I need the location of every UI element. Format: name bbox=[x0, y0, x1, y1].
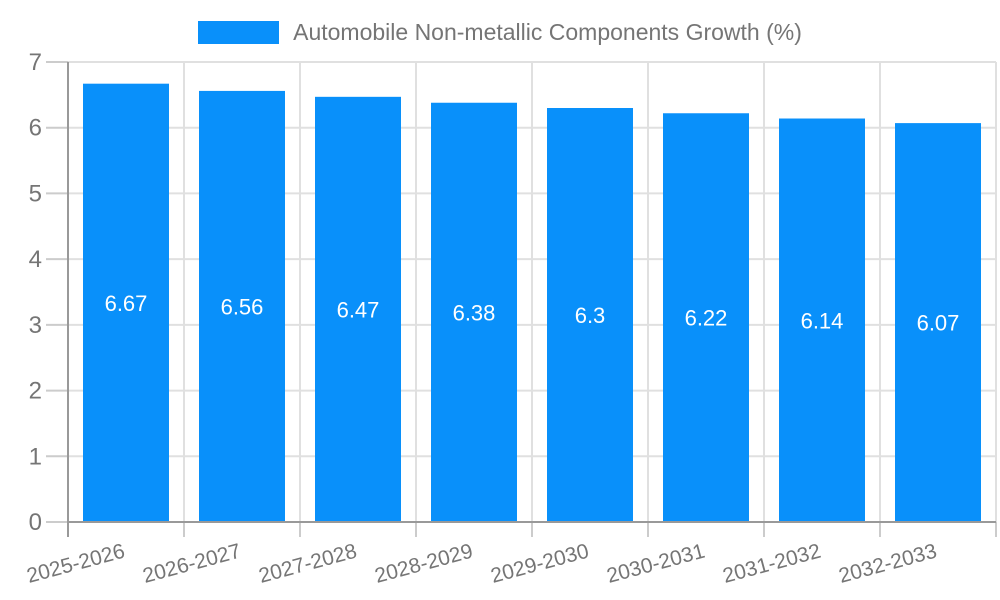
x-tick-label: 2026-2027 bbox=[140, 540, 243, 588]
y-tick-label: 7 bbox=[29, 49, 42, 76]
bar-value-label: 6.07 bbox=[917, 311, 960, 336]
y-tick-label: 1 bbox=[29, 443, 42, 470]
bar[interactable] bbox=[547, 108, 633, 522]
x-tick-label: 2031-2032 bbox=[720, 540, 823, 588]
bar[interactable] bbox=[663, 113, 749, 522]
bar-value-label: 6.56 bbox=[221, 294, 264, 319]
bar-value-label: 6.14 bbox=[801, 308, 844, 333]
y-tick-label: 6 bbox=[29, 115, 42, 142]
bar-value-label: 6.67 bbox=[105, 291, 148, 316]
x-tick-label: 2028-2029 bbox=[372, 540, 475, 588]
x-tick-label: 2025-2026 bbox=[24, 540, 127, 588]
y-tick-label: 5 bbox=[29, 180, 42, 207]
legend-swatch-icon bbox=[198, 21, 280, 44]
y-tick-label: 0 bbox=[29, 509, 42, 536]
x-tick-label: 2029-2030 bbox=[488, 540, 591, 588]
bar-value-label: 6.38 bbox=[453, 300, 496, 325]
bar-value-label: 6.3 bbox=[575, 303, 606, 328]
x-tick-label: 2030-2031 bbox=[604, 540, 707, 588]
y-tick-label: 2 bbox=[29, 378, 42, 405]
y-tick-label: 3 bbox=[29, 312, 42, 339]
x-tick-label: 2032-2033 bbox=[836, 540, 939, 588]
legend-label: Automobile Non-metallic Components Growt… bbox=[293, 19, 802, 45]
x-tick-label: 2027-2028 bbox=[256, 540, 359, 588]
bar[interactable] bbox=[315, 96, 401, 522]
bar-value-label: 6.22 bbox=[685, 306, 728, 331]
y-tick-label: 4 bbox=[29, 246, 42, 273]
chart-legend: Automobile Non-metallic Components Growt… bbox=[0, 19, 1000, 46]
bar[interactable] bbox=[83, 83, 169, 522]
bar[interactable] bbox=[779, 118, 865, 522]
legend-item[interactable]: Automobile Non-metallic Components Growt… bbox=[198, 19, 802, 46]
bar[interactable] bbox=[199, 90, 285, 523]
bar[interactable] bbox=[431, 102, 517, 522]
bar[interactable] bbox=[895, 123, 981, 522]
bar-value-label: 6.47 bbox=[337, 297, 380, 322]
